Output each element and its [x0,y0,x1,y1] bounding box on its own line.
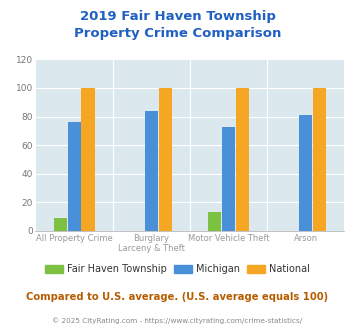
Text: © 2025 CityRating.com - https://www.cityrating.com/crime-statistics/: © 2025 CityRating.com - https://www.city… [53,317,302,324]
Bar [159,88,172,231]
Bar [81,88,94,231]
Bar [145,111,158,231]
Bar [313,88,326,231]
Text: 2019 Fair Haven Township
Property Crime Comparison: 2019 Fair Haven Township Property Crime … [74,10,281,40]
Bar [299,115,312,231]
Bar [208,213,221,231]
Legend: Fair Haven Township, Michigan, National: Fair Haven Township, Michigan, National [42,261,313,279]
Bar [54,218,67,231]
Bar [236,88,249,231]
Bar [67,122,81,231]
Bar [222,127,235,231]
Text: Compared to U.S. average. (U.S. average equals 100): Compared to U.S. average. (U.S. average … [26,292,329,302]
